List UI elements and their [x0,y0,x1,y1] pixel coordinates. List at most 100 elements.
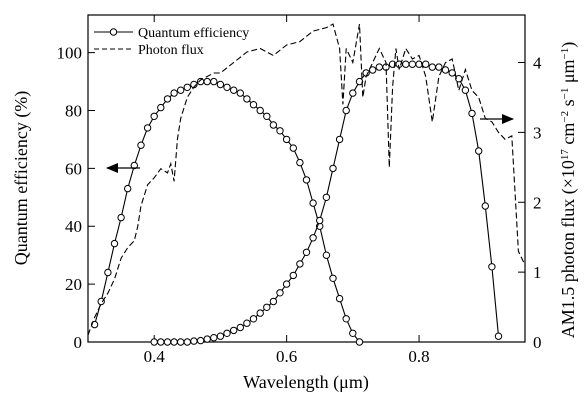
legend-flux-label: Photon flux [138,43,204,58]
legend-qe-label: Quantum efficiency [138,26,249,41]
series-1-point-8 [203,335,211,343]
series-1-point-3 [170,338,178,346]
series-0-point-19 [216,80,225,89]
series-1-point-31 [355,77,364,86]
series-0-point-26 [263,112,271,121]
series-0-point-30 [289,144,297,152]
series-1-point-5 [183,338,192,346]
y-left-tick-label-3: 60 [65,159,82,178]
series-0-point-9 [150,112,158,121]
y-right-tick-label-3: 3 [533,123,542,142]
series-0-point-13 [177,86,185,94]
series-1-point-45 [448,69,456,77]
series-1-point-18 [269,297,278,306]
legend: Quantum efficiency Photon flux [94,26,249,58]
series-1-point-11 [223,329,231,337]
series-1-point-2 [163,338,172,346]
series-2-line [87,23,526,336]
series-layer [87,23,526,346]
series-1-point-52 [494,332,503,340]
series-0-point-21 [230,86,238,94]
ticks-layer: 0.4 0.6 0.8 0 20 40 60 80 100 0 1 2 3 4 [57,15,542,366]
series-1-point-16 [256,309,264,317]
series-0-point-29 [282,135,291,144]
series-1-point-29 [342,106,350,115]
series-1-point-38 [402,60,410,68]
series-1-point-9 [210,334,218,342]
y-left-tick-label-4: 80 [65,101,82,120]
series-1-point-50 [481,202,489,210]
y-left-tick-label-2: 40 [65,217,82,236]
series-1-point-30 [349,89,357,97]
series-0-point-28 [276,127,284,135]
series-1-point-41 [422,60,430,68]
series-0-point-31 [296,158,304,167]
series-0-point-8 [143,124,152,132]
series-1-point-15 [249,315,258,323]
plot-frame [87,14,526,343]
series-0-point-40 [355,338,364,346]
series-0-point-11 [163,95,172,103]
series-1-point-24 [309,234,317,242]
series-0-point-36 [329,274,337,282]
y-right-title-part-5: −1 [559,88,571,100]
series-0-point-32 [302,176,311,184]
y-right-tick-label-1: 1 [533,263,542,282]
legend-qe-marker [109,28,118,36]
series-1-point-10 [216,332,225,340]
series-1-point-42 [428,63,436,71]
y-right-title-part-0: AM1.5 photon flux (×10 [558,160,579,338]
series-0-point-7 [137,141,145,149]
series-0-point-6 [130,161,139,170]
y-right-tick-label-4: 4 [533,54,542,73]
y-right-tick-label-0: 0 [533,333,542,352]
series-0-point-33 [309,199,317,207]
series-0-line [94,81,360,343]
series-1-point-33 [369,66,377,74]
series-1-point-39 [408,60,417,68]
series-1-point-28 [335,135,344,144]
series-0-point-17 [203,77,211,86]
annotation-layer [106,114,514,173]
x-tick-label-0: 0.4 [144,347,166,366]
y-right-title-part-1: 17 [559,149,571,161]
y-axis-left-title: Quantum efficiency (%) [11,91,32,266]
series-0-point-18 [210,77,218,86]
x-tick-label-1: 0.6 [276,347,297,366]
series-0-point-23 [243,95,251,103]
series-0-point-10 [157,103,165,112]
series-1-point-6 [190,337,198,345]
y-right-title-part-3: −2 [559,111,571,123]
series-1-point-14 [243,319,251,327]
series-0-point-5 [124,184,132,193]
series-0-point-3 [110,239,119,248]
series-1-point-19 [276,289,284,297]
series-1-point-26 [322,193,331,202]
series-1-point-17 [263,303,271,311]
series-0-point-22 [236,89,245,97]
y-left-tick-label-0: 0 [74,333,83,352]
y-right-title-part-7: −1 [559,48,571,60]
series-0-point-12 [170,89,178,97]
series-1-point-34 [375,63,383,71]
series-1-point-25 [316,216,324,225]
series-1-line [154,63,500,343]
y-left-tick-label-5: 100 [57,44,83,63]
series-1-point-48 [468,109,476,118]
y-right-title-part-8: ) [558,42,579,48]
y-right-title-part-6: μm [558,59,578,87]
series-0-point-14 [183,83,192,92]
series-1-point-51 [488,263,496,271]
series-1-point-23 [302,248,311,257]
series-0-point-38 [342,315,350,323]
y-right-title-part-2: cm [558,123,578,150]
series-1-point-44 [441,66,450,74]
series-1-point-7 [196,336,205,345]
series-1-point-43 [435,63,443,71]
series-0-point-4 [117,213,125,222]
series-1-point-21 [289,271,297,280]
series-0-point-25 [256,106,264,115]
y-right-tick-label-2: 2 [533,193,542,212]
series-1-point-47 [461,86,470,94]
